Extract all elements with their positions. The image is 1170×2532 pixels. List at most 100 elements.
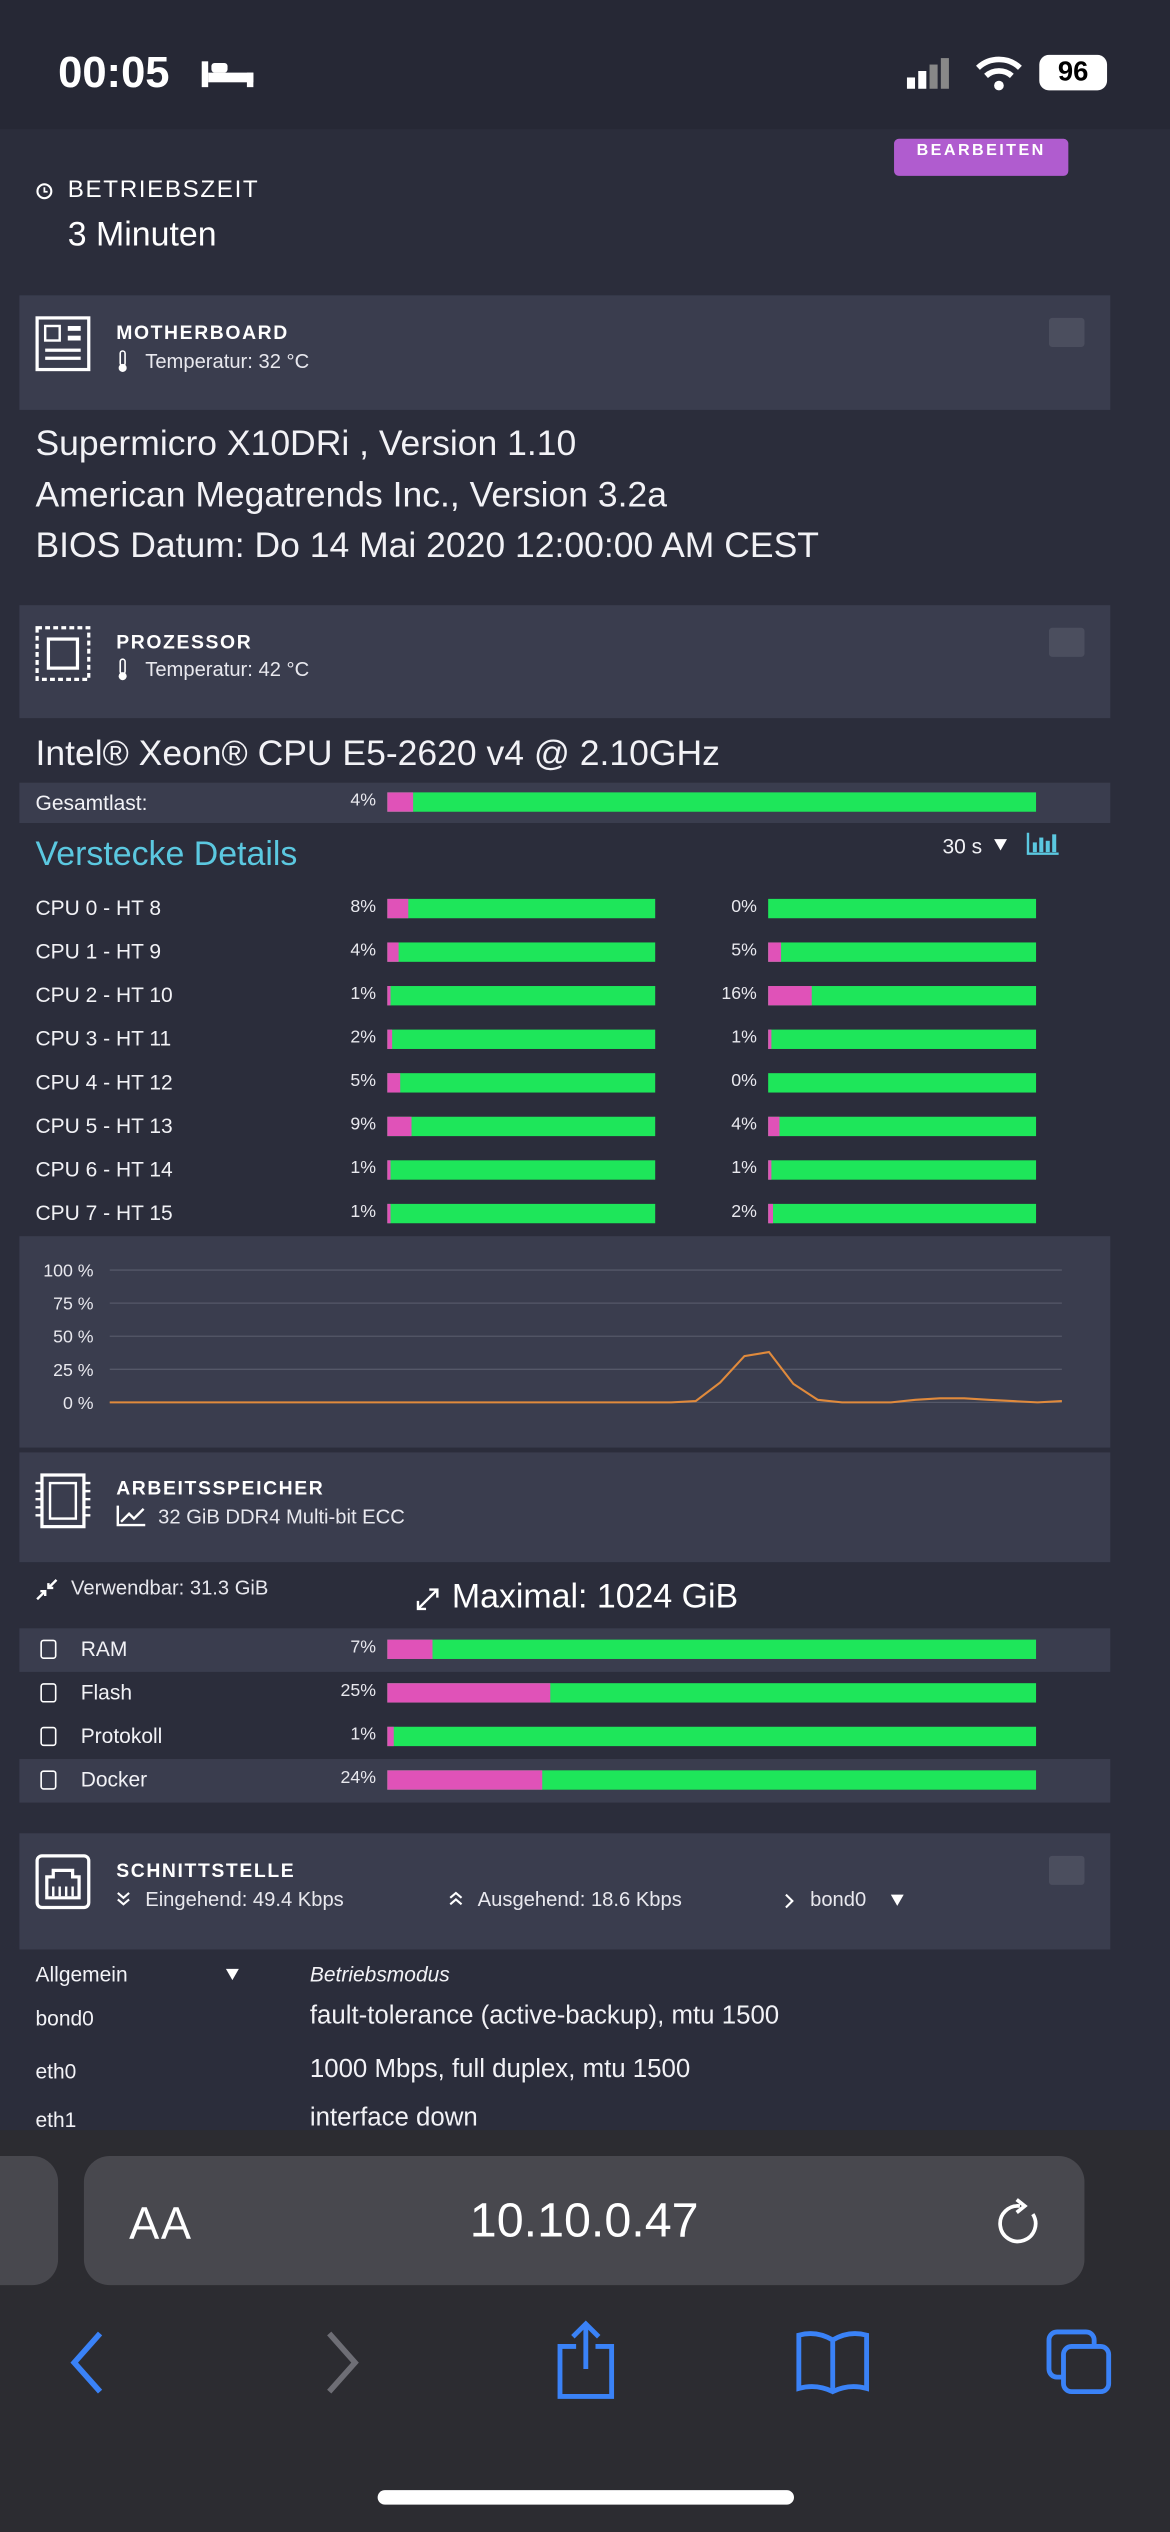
percent-label: 4% [350, 790, 377, 811]
battery: 96 [1039, 54, 1108, 91]
bar-used [387, 1029, 393, 1049]
share-button[interactable] [555, 2320, 616, 2402]
memory-icon [35, 1473, 91, 1529]
processor-title: PROZESSOR [116, 630, 253, 654]
interface-select[interactable]: bond0 [810, 1888, 867, 1911]
board-line: American Megatrends Inc., Version 3.2a [35, 474, 668, 515]
processor-icon [35, 626, 91, 682]
general-select[interactable]: Allgemein [35, 1962, 128, 1987]
percent-label: 4% [350, 940, 377, 961]
percent-label: 9% [350, 1115, 377, 1135]
settings-button[interactable] [1048, 1855, 1085, 1885]
url: 10.10.0.47 [469, 2194, 699, 2249]
bar-used [387, 1116, 412, 1137]
bar-track [387, 1683, 1037, 1703]
percent-label: 25% [340, 1681, 377, 1701]
tabs-button[interactable] [1046, 2329, 1114, 2397]
bar-used [387, 1203, 390, 1224]
bar-track [387, 1639, 1037, 1659]
bar-used [387, 1726, 394, 1747]
text-size-button[interactable]: AA [129, 2197, 193, 2249]
motherboard-title: MOTHERBOARD [116, 321, 289, 344]
memory-icon [40, 1726, 57, 1747]
percent-label: 1% [350, 1202, 377, 1222]
bar-track [387, 1160, 656, 1180]
home-indicator [377, 2490, 794, 2505]
interface-name: eth0 [35, 2059, 77, 2084]
reload-button[interactable] [997, 2198, 1042, 2246]
percent-label: 1% [350, 1158, 377, 1179]
bar-track [768, 1029, 1037, 1049]
bar-used [768, 986, 812, 1006]
bar-used [387, 898, 409, 919]
bar-used [387, 792, 414, 812]
cpu-name: CPU 2 - HT 10 [35, 982, 173, 1008]
cpu-line [109, 1350, 1062, 1404]
bar-track [387, 898, 656, 919]
bar-used [387, 986, 390, 1006]
bar-used [387, 1683, 550, 1703]
bar-used [768, 942, 782, 962]
cpu-graph: 100 % 75 % 50 % 25 % 0 % [43, 1261, 1062, 1413]
network-icon [35, 1854, 91, 1910]
interval-select[interactable]: 30 s [942, 834, 983, 859]
interface-mode: fault-tolerance (active-backup), mtu 150… [309, 2002, 780, 2031]
settings-button[interactable] [1048, 627, 1085, 657]
forward-button[interactable] [323, 2330, 362, 2395]
bar-track [387, 942, 656, 962]
dropdown-arrow [225, 1968, 239, 1981]
processor-temperature: Temperatur: 42 °C [145, 658, 310, 682]
bar-track [768, 1203, 1037, 1224]
y-tick-label: 25 % [53, 1360, 94, 1380]
dropdown-arrow [890, 1894, 904, 1906]
y-tick-label: 0 % [63, 1393, 94, 1413]
up-icon [449, 1891, 463, 1906]
interface-title: SCHNITTSTELLE [116, 1859, 296, 1882]
thermometer-icon [118, 658, 127, 681]
percent-label: 0% [731, 1071, 757, 1091]
memory-title: ARBEITSSPEICHER [116, 1476, 325, 1500]
bookmarks-button[interactable] [794, 2330, 871, 2395]
bar-track [387, 1029, 656, 1049]
bar-track [768, 898, 1037, 919]
back-button[interactable] [68, 2330, 107, 2395]
sleep-icon [201, 61, 254, 88]
percent-label: 5% [731, 940, 757, 961]
percent-label: 1% [350, 984, 377, 1004]
bar-used [387, 1639, 433, 1659]
interface-mode: interface down [309, 2104, 478, 2132]
bar-used [387, 1073, 401, 1093]
bar-track [768, 1073, 1037, 1093]
info-button[interactable] [1048, 317, 1085, 347]
previous-tab[interactable] [0, 2156, 59, 2286]
bar-used [768, 1160, 771, 1180]
signal-icon [906, 58, 949, 89]
bar-used [768, 1203, 774, 1224]
motherboard-header [19, 295, 1111, 410]
percent-label: 4% [731, 1115, 757, 1135]
memory-usable: Verwendbar: 31.3 GiB [71, 1576, 269, 1600]
mode-header: Betriebsmodus [309, 1962, 450, 1987]
percent-label: 5% [350, 1071, 377, 1091]
details-toggle[interactable]: Verstecke Details [35, 835, 298, 874]
status-bar [0, 0, 1170, 130]
bar-track [387, 1770, 1037, 1790]
percent-label: 2% [731, 1202, 757, 1222]
address-bar[interactable] [83, 2156, 1085, 2286]
wifi-icon [976, 56, 1022, 91]
percent-label: 24% [340, 1768, 377, 1789]
edit-button[interactable]: BEARBEITEN [894, 138, 1069, 176]
chart-icon[interactable] [1026, 832, 1059, 856]
cpu-graph-panel [19, 1236, 1111, 1448]
cpu-name: CPU 6 - HT 14 [35, 1157, 173, 1182]
memory-icon [40, 1639, 57, 1659]
uptime-label: BETRIEBSZEIT [67, 175, 260, 204]
memory-row-name: Docker [80, 1767, 148, 1792]
cpu-name: CPU 5 - HT 13 [35, 1113, 173, 1138]
interface-name: bond0 [35, 2005, 94, 2031]
memory-row-name: Protokoll [80, 1723, 163, 1748]
clock: 00:05 [58, 48, 170, 97]
percent-label: 16% [721, 984, 757, 1004]
bar-used [387, 942, 399, 962]
